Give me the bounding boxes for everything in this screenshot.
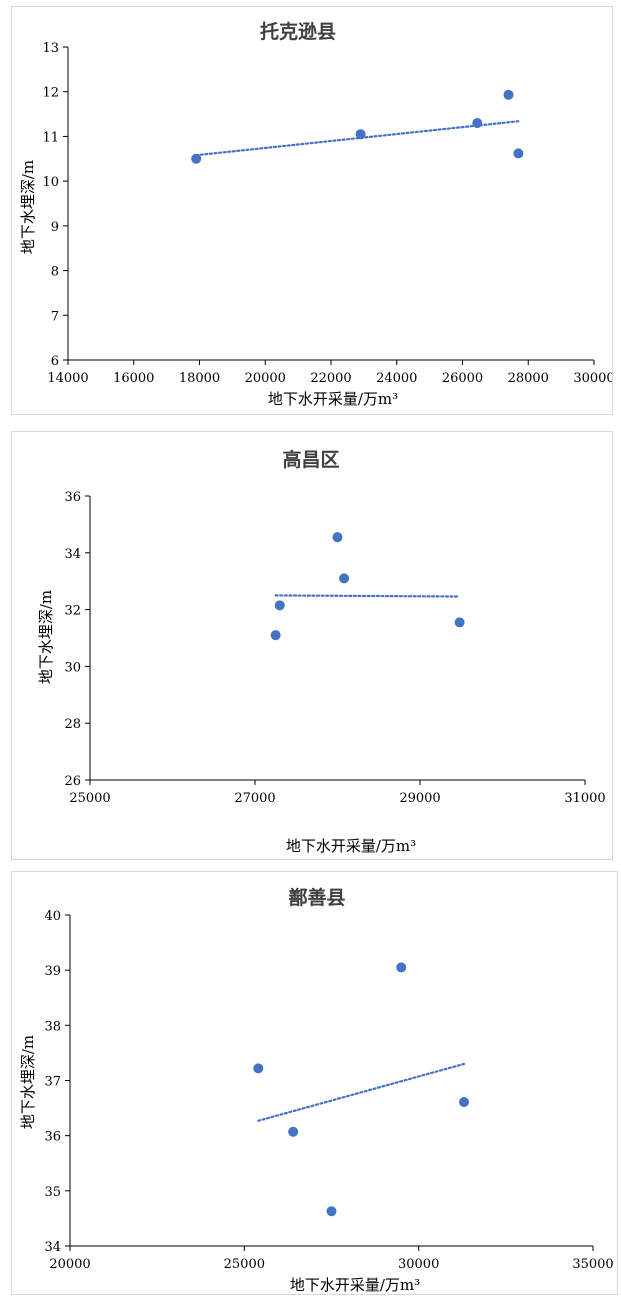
y-tick-label: 12 <box>42 86 59 101</box>
chart-panel-shanshan: 鄯善县 34 35 36 37 38 39 40 20000 25000 30000 35000 地… <box>11 871 618 1295</box>
chart-panel-gaochang: 高昌区 26 28 30 32 34 36 25000 27000 29000 31000 地下水… <box>11 431 613 860</box>
plot-group: 26 28 30 32 34 36 25000 27000 29000 31000 <box>64 490 605 806</box>
chart-svg-gaochang: 高昌区 26 28 30 32 34 36 25000 27000 29000 31000 地下水… <box>37 448 606 855</box>
data-point <box>191 153 202 164</box>
x-tick-label: 30000 <box>398 1257 439 1272</box>
x-tick-label: 27000 <box>234 791 275 806</box>
data-point <box>472 118 483 129</box>
y-tick-label: 7 <box>51 309 59 324</box>
y-tick-label: 40 <box>44 909 61 924</box>
data-point <box>253 1063 264 1074</box>
trendline <box>257 1062 466 1122</box>
y-tick-label: 38 <box>44 1019 61 1034</box>
chart-svg-shanshan: 鄯善县 34 35 36 37 38 39 40 20000 25000 30000 35000 地… <box>19 886 614 1294</box>
y-tick-label: 39 <box>44 964 61 979</box>
y-tick-label: 37 <box>44 1075 61 1090</box>
x-axis-label: 地下水开采量/万m³ <box>286 837 416 855</box>
trendline <box>195 120 520 157</box>
x-axis-label: 地下水开采量/万m³ <box>268 390 398 408</box>
x-tick-label: 20000 <box>245 371 286 386</box>
y-tick-label: 35 <box>44 1185 61 1200</box>
x-tick-label: 18000 <box>179 371 220 386</box>
y-axis-label: 地下水埋深/m <box>19 1035 37 1129</box>
data-point <box>274 600 285 611</box>
chart-panel-tuokexun: 托克逊县 6 7 8 9 10 11 12 13 14000 16000 18000 20000 220… <box>11 6 613 415</box>
x-tick-label: 24000 <box>376 371 417 386</box>
data-point <box>454 617 465 628</box>
x-tick-label: 16000 <box>113 371 154 386</box>
data-point <box>513 148 524 159</box>
y-tick-label: 11 <box>42 130 59 145</box>
chart-title: 鄯善县 <box>288 886 345 909</box>
y-tick-label: 34 <box>44 1240 61 1255</box>
y-tick-label: 9 <box>51 220 59 235</box>
y-tick-label: 36 <box>64 490 81 505</box>
y-tick-label: 13 <box>42 41 59 56</box>
x-tick-label: 26000 <box>442 371 483 386</box>
x-tick-label: 29000 <box>399 791 440 806</box>
y-tick-label: 8 <box>51 265 59 280</box>
y-tick-label: 34 <box>64 547 81 562</box>
y-tick-label: 28 <box>64 717 81 732</box>
chart-title: 高昌区 <box>282 448 339 471</box>
x-tick-label: 31000 <box>564 791 605 806</box>
chart-title: 托克逊县 <box>260 20 336 43</box>
x-axis-label: 地下水开采量/万m³ <box>290 1276 420 1294</box>
plot-group: 6 7 8 9 10 11 12 13 14000 16000 18000 20000 22000 240… <box>42 41 612 386</box>
y-tick-label: 6 <box>51 354 59 369</box>
y-axis-label: 地下水埋深/m <box>19 160 37 254</box>
y-tick-label: 32 <box>64 604 81 619</box>
x-tick-label: 35000 <box>572 1257 613 1272</box>
data-point <box>355 129 366 140</box>
data-point <box>270 630 281 641</box>
x-tick-label: 22000 <box>310 371 351 386</box>
plot-group: 34 35 36 37 38 39 40 20000 25000 30000 35000 <box>44 909 613 1272</box>
trendline <box>274 594 461 598</box>
data-point <box>458 1097 469 1108</box>
data-point <box>288 1126 299 1137</box>
data-point <box>339 573 350 584</box>
y-axis-label: 地下水埋深/m <box>37 590 55 684</box>
data-point <box>326 1206 337 1217</box>
x-tick-label: 28000 <box>508 371 549 386</box>
x-tick-label: 20000 <box>49 1257 90 1272</box>
y-tick-label: 10 <box>42 175 59 190</box>
data-point <box>332 532 343 543</box>
x-tick-label: 25000 <box>224 1257 265 1272</box>
y-tick-label: 26 <box>64 774 81 789</box>
y-tick-label: 30 <box>64 660 81 675</box>
y-tick-label: 36 <box>44 1130 61 1145</box>
x-tick-label: 25000 <box>69 791 110 806</box>
chart-svg-tuokexun: 托克逊县 6 7 8 9 10 11 12 13 14000 16000 18000 20000 220… <box>19 20 612 408</box>
x-tick-label: 14000 <box>47 371 88 386</box>
data-point <box>503 89 514 100</box>
data-point <box>396 962 407 973</box>
x-tick-label: 30000 <box>573 371 612 386</box>
